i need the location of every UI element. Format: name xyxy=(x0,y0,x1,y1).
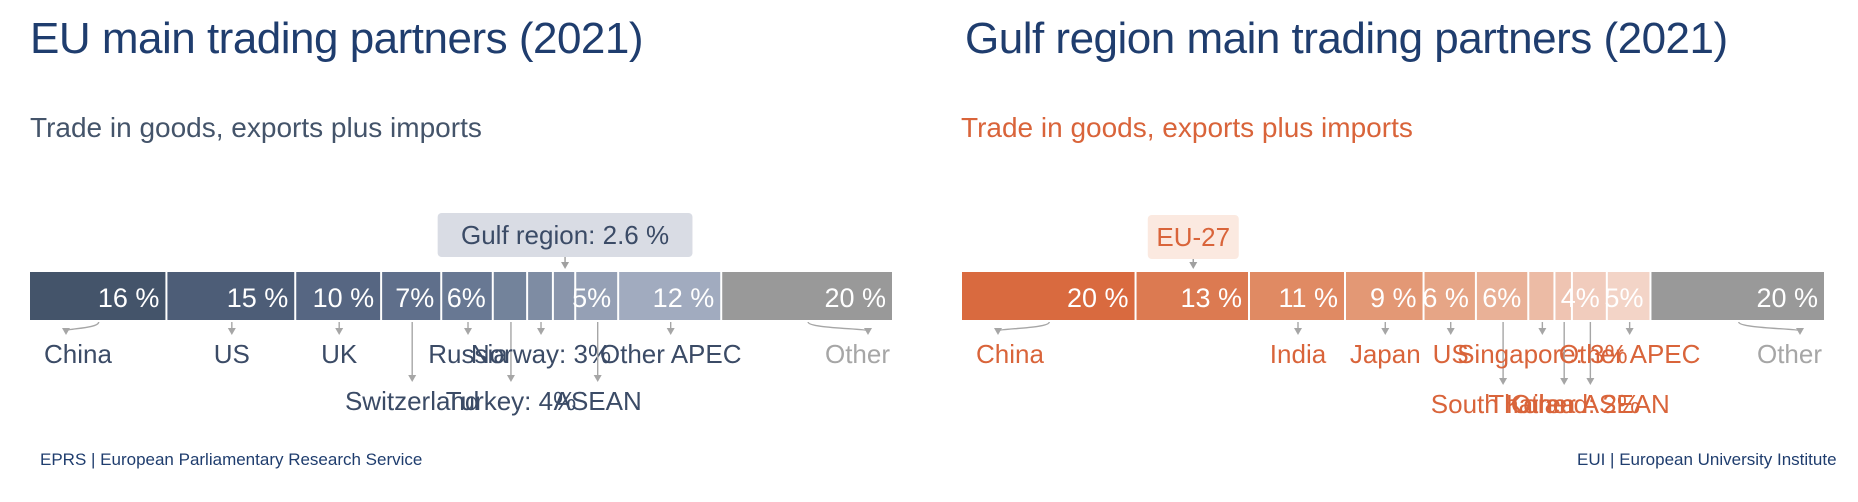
bar-norway xyxy=(528,272,552,320)
connector-arrow-thailand xyxy=(1560,378,1569,385)
bar-india xyxy=(1250,272,1344,320)
connector-arrow-russia xyxy=(464,328,473,335)
connector-other xyxy=(807,321,869,332)
bar-japan xyxy=(1346,272,1423,320)
bar-other-asean xyxy=(1572,272,1606,320)
category-label-south-korea: South Korea xyxy=(1431,389,1576,419)
category-label-asean: ASEAN xyxy=(554,386,642,416)
connector-arrow-us xyxy=(227,328,236,335)
value-label-other-apec: 12 % xyxy=(653,283,715,313)
callout-label-gulf-region: Gulf region: 2.6 % xyxy=(461,220,669,250)
category-label-other-apec: Other APEC xyxy=(600,339,742,369)
category-label-uk: UK xyxy=(321,339,358,369)
chart-subtitle: Trade in goods, exports plus imports xyxy=(30,112,482,143)
bar-china xyxy=(30,272,166,320)
connector-arrow-uk xyxy=(335,328,344,335)
connector-arrow-india xyxy=(1294,328,1302,335)
connector-china xyxy=(997,321,1050,332)
category-label-us: US xyxy=(1433,339,1469,369)
value-label-other-apec: 5% xyxy=(1604,283,1643,313)
callout-arrow-eu-27 xyxy=(1189,262,1198,269)
value-label-asean: 5% xyxy=(572,283,611,313)
bar-singapore xyxy=(1529,272,1554,320)
connector-arrow-other xyxy=(864,328,872,335)
connector-arrow-other-asean xyxy=(1586,378,1595,385)
bar-turkey xyxy=(493,272,527,320)
category-label-japan: Japan xyxy=(1350,339,1421,369)
category-label-norway: Norway: 3% xyxy=(471,339,611,369)
bar-china xyxy=(962,272,1135,320)
bar-other xyxy=(1651,272,1824,320)
value-label-us: 6 % xyxy=(1422,283,1469,313)
connector-arrow-asean xyxy=(593,375,602,382)
category-label-russia: Russia xyxy=(428,339,508,369)
category-label-other: Other xyxy=(1757,339,1822,369)
category-label-thailand: Thailand: 2% xyxy=(1488,389,1640,419)
category-label-other: Other xyxy=(825,339,890,369)
category-label-switzerland: Switzerland xyxy=(345,386,479,416)
connector-arrow-south-korea xyxy=(1499,378,1508,385)
connector-arrow-china xyxy=(994,328,1002,335)
bar-us xyxy=(1424,272,1475,320)
bar-gulf-region xyxy=(553,272,575,320)
category-label-us: US xyxy=(214,339,250,369)
value-label-eu-27: 13 % xyxy=(1180,283,1242,313)
bar-other-apec xyxy=(619,272,721,320)
value-label-uk: 10 % xyxy=(313,283,375,313)
chart-subtitle: Trade in goods, exports plus imports xyxy=(961,112,1413,143)
connector-arrow-other xyxy=(1796,328,1804,335)
connector-other xyxy=(1738,321,1801,332)
value-label-south-korea: 6% xyxy=(1482,283,1521,313)
source-credit: EUI | European University Institute xyxy=(1577,450,1837,469)
bar-asean xyxy=(576,272,618,320)
bar-eu-27 xyxy=(1136,272,1248,320)
connector-arrow-norway xyxy=(537,328,546,335)
bar-other xyxy=(722,272,892,320)
value-label-other: 20 % xyxy=(824,283,886,313)
value-label-other: 20 % xyxy=(1756,283,1818,313)
callout-box-gulf-region xyxy=(437,213,693,257)
connector-arrow-other-apec xyxy=(666,328,675,335)
page-title: Gulf region main trading partners (2021) xyxy=(965,14,1728,63)
callout-box-eu-27 xyxy=(1147,215,1239,259)
source-credit: EPRS | European Parliamentary Research S… xyxy=(40,450,423,469)
category-label-india: India xyxy=(1270,339,1327,369)
callout-label-eu-27: EU-27 xyxy=(1156,222,1230,252)
bar-russia xyxy=(442,272,492,320)
connector-arrow-us xyxy=(1446,328,1455,335)
gulf-panel: Gulf region main trading partners (2021)… xyxy=(929,0,1858,502)
value-label-china: 16 % xyxy=(98,283,160,313)
bar-other-apec xyxy=(1607,272,1650,320)
category-label-china: China xyxy=(976,339,1044,369)
bar-south-korea xyxy=(1476,272,1528,320)
bar-uk xyxy=(296,272,381,320)
value-label-japan: 9 % xyxy=(1370,283,1417,313)
category-label-turkey: Turkey: 4% xyxy=(446,386,577,416)
connector-arrow-turkey xyxy=(506,375,515,382)
bar-us xyxy=(167,272,295,320)
connector-arrow-japan xyxy=(1381,328,1390,335)
page-title: EU main trading partners (2021) xyxy=(30,14,644,63)
value-label-russia: 6% xyxy=(447,283,486,313)
connector-china xyxy=(65,321,100,332)
value-label-us: 15 % xyxy=(227,283,289,313)
value-label-other-asean: 4% xyxy=(1561,283,1600,313)
bar-switzerland xyxy=(382,272,441,320)
value-label-switzerland: 7% xyxy=(395,283,434,313)
callout-arrow-gulf-region xyxy=(561,262,570,269)
connector-arrow-switzerland xyxy=(408,375,417,382)
category-label-other-asean: Other ASEAN xyxy=(1511,389,1670,419)
connector-arrow-other-apec xyxy=(1625,328,1634,335)
eu-panel: EU main trading partners (2021) Trade in… xyxy=(30,14,644,469)
connector-arrow-china xyxy=(62,328,70,335)
category-label-china: China xyxy=(44,339,112,369)
connector-arrow-singapore xyxy=(1538,328,1547,335)
category-label-singapore: Singapore: 3% xyxy=(1457,339,1628,369)
value-label-china: 20 % xyxy=(1067,283,1129,313)
category-label-other-apec: Other APEC xyxy=(1559,339,1701,369)
value-label-india: 11 % xyxy=(1278,283,1338,313)
bar-thailand xyxy=(1555,272,1571,320)
